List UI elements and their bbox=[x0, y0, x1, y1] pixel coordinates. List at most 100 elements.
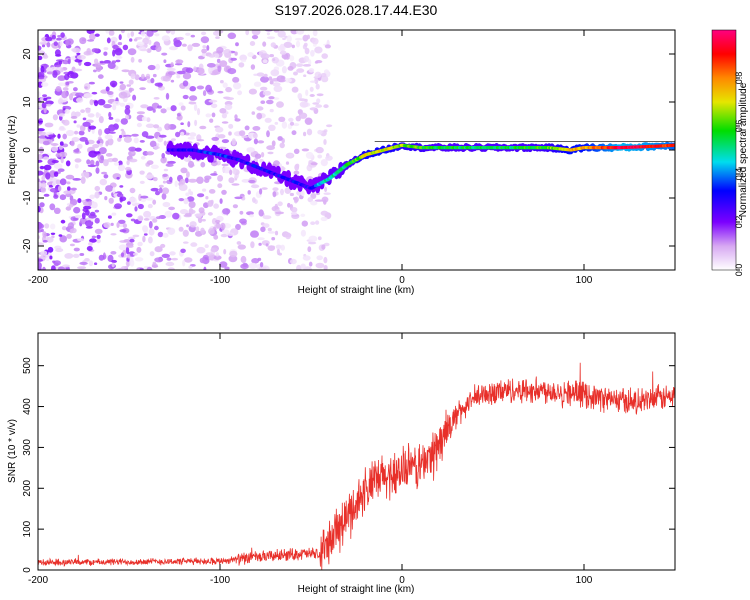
noise-blob bbox=[232, 204, 238, 209]
noise-blob bbox=[146, 197, 154, 201]
noise-blob bbox=[133, 38, 138, 42]
noise-blob bbox=[140, 48, 148, 52]
noise-blob bbox=[57, 75, 66, 81]
noise-blob bbox=[53, 171, 59, 177]
noise-blob bbox=[252, 125, 261, 131]
noise-blob bbox=[115, 56, 123, 59]
noise-blob bbox=[182, 259, 186, 267]
noise-blob bbox=[302, 255, 311, 261]
noise-blob bbox=[141, 73, 145, 79]
noise-blob bbox=[287, 202, 291, 208]
noise-blob bbox=[235, 42, 239, 47]
colorbar-gradient bbox=[711, 29, 737, 271]
noise-blob bbox=[323, 256, 328, 264]
noise-blob bbox=[251, 111, 256, 115]
noise-blob bbox=[227, 68, 237, 75]
noise-blob bbox=[49, 188, 59, 193]
noise-blob bbox=[43, 65, 47, 69]
noise-blob bbox=[112, 104, 117, 111]
noise-blob bbox=[79, 253, 85, 256]
noise-blob bbox=[209, 118, 214, 123]
noise-blob bbox=[178, 198, 185, 202]
noise-blob bbox=[73, 206, 81, 214]
noise-blob bbox=[69, 229, 74, 234]
noise-blob bbox=[88, 214, 97, 219]
noise-blob bbox=[81, 212, 86, 220]
noise-blob bbox=[98, 143, 103, 147]
noise-blob bbox=[323, 192, 331, 195]
noise-blob bbox=[296, 63, 304, 67]
noise-blob bbox=[38, 153, 43, 160]
noise-blob bbox=[213, 234, 219, 240]
noise-blob bbox=[289, 153, 293, 158]
noise-blob bbox=[128, 146, 137, 152]
noise-blob bbox=[119, 185, 124, 188]
noise-blob bbox=[284, 78, 292, 83]
noise-blob bbox=[291, 44, 295, 49]
noise-blob bbox=[277, 201, 283, 207]
noise-blob bbox=[43, 164, 52, 171]
noise-blob bbox=[112, 44, 119, 50]
noise-blob bbox=[38, 120, 43, 123]
noise-blob bbox=[74, 163, 79, 169]
noise-blob bbox=[130, 56, 135, 63]
noise-blob bbox=[279, 142, 285, 149]
noise-blob bbox=[96, 234, 101, 239]
noise-blob bbox=[253, 81, 262, 87]
noise-blob bbox=[266, 145, 275, 151]
noise-blob bbox=[187, 160, 195, 168]
noise-blob bbox=[299, 101, 309, 108]
noise-blob bbox=[53, 194, 59, 199]
noise-blob bbox=[176, 113, 181, 117]
noise-blob bbox=[88, 241, 93, 246]
noise-blob bbox=[54, 49, 61, 57]
noise-blob bbox=[196, 108, 201, 116]
noise-blob bbox=[119, 102, 125, 107]
noise-blob bbox=[231, 183, 240, 186]
noise-blob bbox=[150, 187, 159, 192]
noise-blob bbox=[107, 215, 112, 219]
snr-x-axis: -200 -100 0 100 bbox=[28, 333, 593, 586]
noise-blob bbox=[256, 112, 263, 120]
noise-blob bbox=[169, 251, 176, 256]
noise-blob bbox=[195, 226, 200, 232]
noise-blob bbox=[270, 69, 280, 77]
noise-blob bbox=[107, 138, 114, 146]
noise-blob bbox=[193, 66, 197, 72]
noise-blob bbox=[259, 159, 264, 163]
noise-blob bbox=[300, 263, 306, 269]
noise-blob bbox=[129, 87, 135, 92]
noise-blob bbox=[308, 261, 313, 267]
noise-blob bbox=[71, 137, 80, 142]
noise-blob bbox=[267, 227, 272, 232]
noise-blob bbox=[38, 45, 42, 51]
noise-blob bbox=[130, 31, 135, 37]
noise-blob bbox=[278, 252, 282, 256]
noise-blob bbox=[320, 216, 328, 222]
noise-blob bbox=[280, 244, 286, 251]
noise-blob bbox=[199, 257, 206, 264]
noise-blob bbox=[303, 131, 307, 137]
noise-blob bbox=[278, 116, 286, 123]
noise-blob bbox=[66, 233, 72, 239]
noise-blob bbox=[314, 77, 319, 85]
noise-blob bbox=[134, 206, 138, 212]
noise-blob bbox=[46, 96, 52, 100]
noise-blob bbox=[67, 58, 71, 65]
noise-blob bbox=[237, 244, 246, 250]
noise-blob bbox=[38, 159, 43, 163]
noise-blob bbox=[208, 228, 215, 235]
noise-blob bbox=[98, 254, 105, 261]
noise-blob bbox=[253, 133, 258, 139]
noise-blob bbox=[307, 246, 312, 253]
noise-blob bbox=[276, 101, 284, 108]
noise-blob bbox=[145, 135, 155, 139]
noise-blob bbox=[187, 44, 193, 52]
noise-blob bbox=[99, 178, 108, 186]
noise-blob bbox=[308, 59, 312, 66]
noise-blob bbox=[110, 36, 118, 44]
noise-blob bbox=[213, 255, 222, 260]
noise-blob bbox=[43, 193, 50, 197]
spectrogram-xlabel: Height of straight line (km) bbox=[298, 285, 415, 296]
noise-blob bbox=[103, 51, 108, 56]
